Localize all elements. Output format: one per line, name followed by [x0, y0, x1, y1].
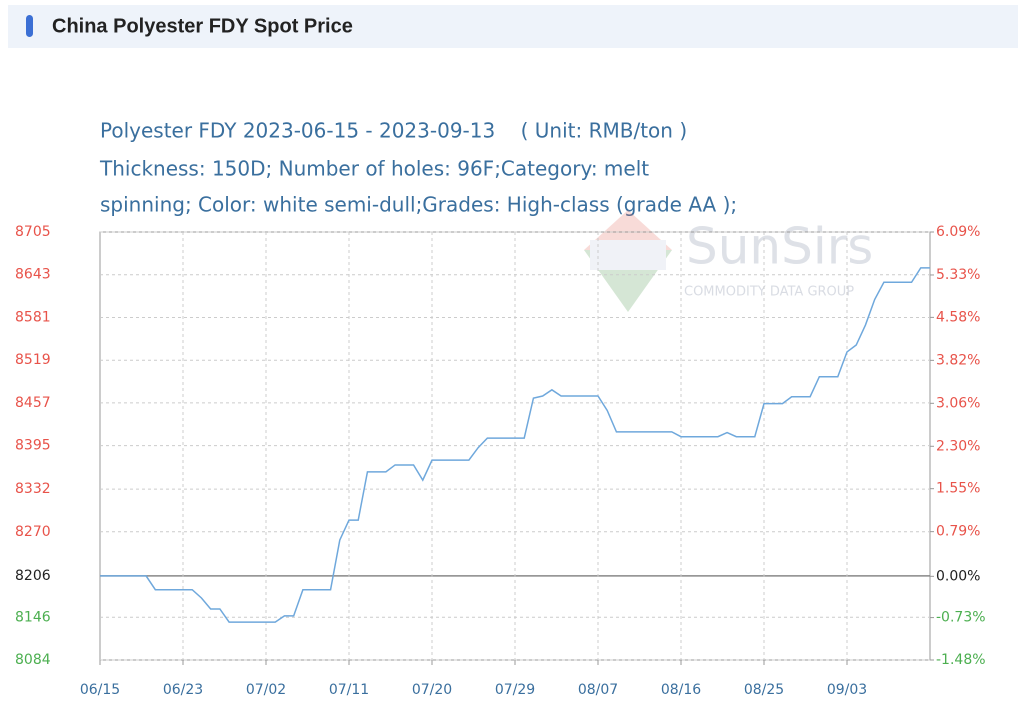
- x-tick-label: 07/02: [246, 682, 286, 698]
- line-series: [100, 267, 930, 623]
- y2-tick-label: 0.79%: [936, 524, 980, 540]
- y-tick-label: 8332: [15, 481, 51, 497]
- y-tick-label: 8146: [15, 609, 51, 625]
- x-tick-label: 09/03: [827, 682, 867, 698]
- y2-tick-label: -0.73%: [936, 610, 986, 626]
- y2-tick-label: -1.48%: [936, 652, 986, 668]
- y2-tick-label: 3.82%: [936, 352, 980, 368]
- watermark-logo: [584, 210, 672, 312]
- y2-tick-label: 3.06%: [936, 395, 980, 411]
- chart-subtitle: Thickness: 150D; Number of holes: 96F;Ca…: [99, 157, 649, 181]
- y-tick-label: 8084: [15, 652, 51, 668]
- y-tick-label: 8270: [15, 524, 51, 540]
- y2-tick-label: 5.33%: [936, 267, 980, 283]
- y2-tick-label: 0.00%: [936, 568, 980, 584]
- y2-tick-label: 2.30%: [936, 438, 980, 454]
- y2-tick-label: 4.58%: [936, 309, 980, 325]
- chart-title: Polyester FDY 2023-06-15 - 2023-09-13 ( …: [100, 119, 687, 143]
- y-tick-label: 8705: [15, 224, 51, 240]
- y-tick-label: 8643: [15, 267, 51, 283]
- chart-subtitle: spinning; Color: white semi-dull;Grades:…: [100, 193, 737, 217]
- x-tick-label: 07/29: [495, 682, 535, 698]
- watermark: SunSirs: [686, 218, 873, 276]
- x-tick-label: 06/15: [80, 682, 120, 698]
- y2-tick-label: 6.09%: [936, 224, 980, 240]
- y-tick-label: 8206: [15, 568, 51, 584]
- y-tick-label: 8457: [15, 395, 51, 411]
- header-title: China Polyester FDY Spot Price: [52, 15, 353, 37]
- watermark-sub: COMMODITY DATA GROUP: [684, 285, 854, 300]
- y-tick-label: 8395: [15, 438, 51, 454]
- header-bar: [8, 5, 1018, 48]
- x-tick-label: 06/23: [163, 682, 203, 698]
- header-icon: [26, 15, 33, 37]
- x-tick-label: 08/07: [578, 682, 618, 698]
- x-tick-label: 08/16: [661, 682, 701, 698]
- y2-tick-label: 1.55%: [936, 481, 980, 497]
- y-tick-label: 8519: [15, 352, 51, 368]
- x-tick-label: 08/25: [744, 682, 784, 698]
- x-tick-label: 07/11: [329, 682, 369, 698]
- x-tick-label: 07/20: [412, 682, 452, 698]
- y-tick-label: 8581: [15, 309, 51, 325]
